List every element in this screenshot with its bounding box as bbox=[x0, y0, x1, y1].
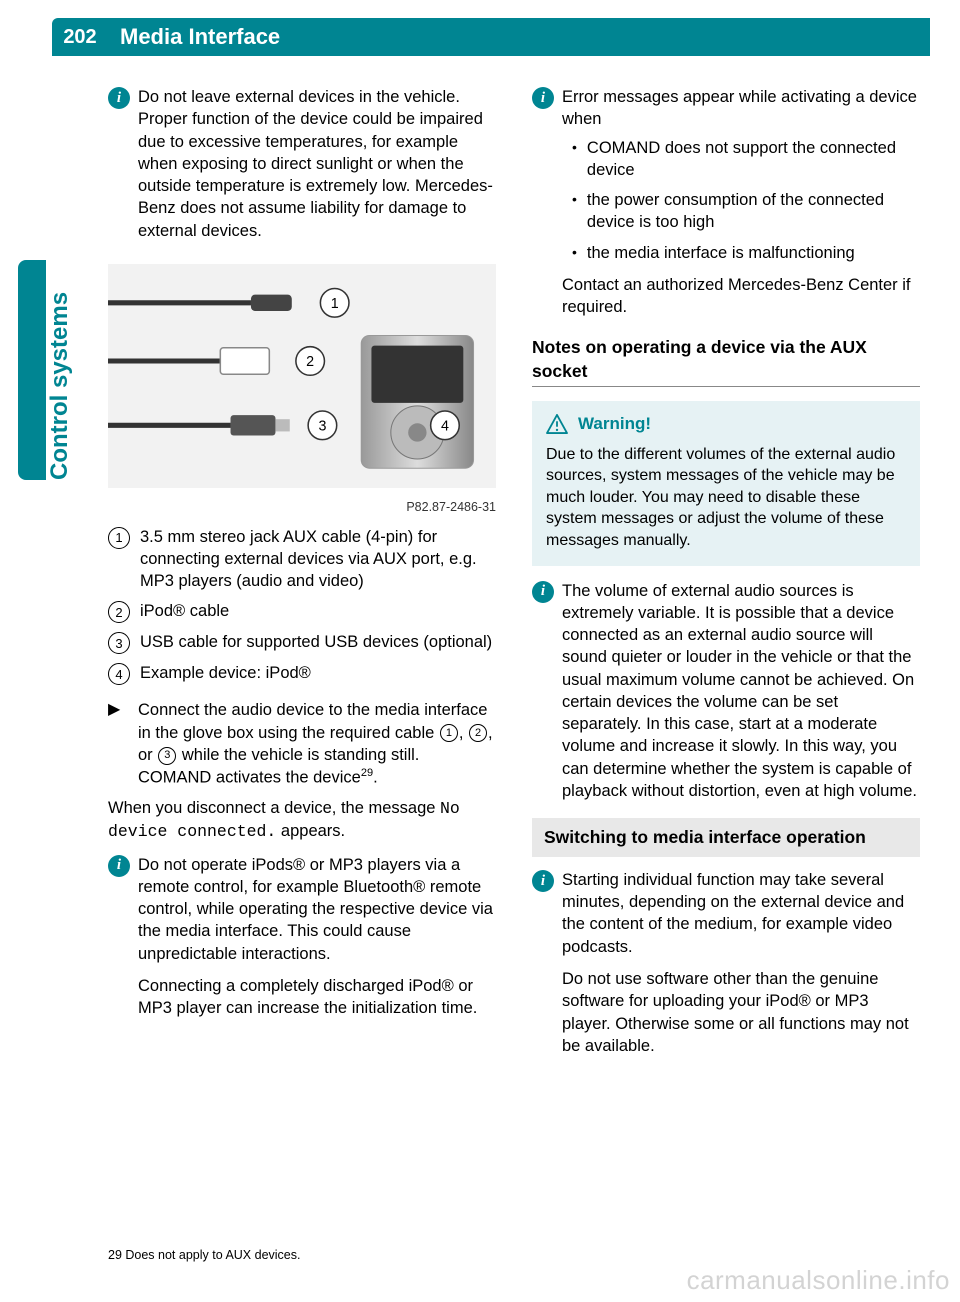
inline-marker-2: 2 bbox=[469, 724, 487, 742]
info-text-4: The volume of external audio sources is … bbox=[562, 580, 920, 803]
step-arrow-icon: ▶ bbox=[108, 699, 126, 789]
bullet-dot-icon: • bbox=[572, 242, 577, 264]
heading-aux-notes: Notes on operating a device via the AUX … bbox=[532, 336, 920, 383]
contact-text: Contact an authorized Mercedes-Benz Cent… bbox=[562, 274, 920, 319]
info-text-1: Do not leave external devices in the veh… bbox=[138, 86, 496, 242]
step-text-b: while the vehicle is standing still. bbox=[177, 746, 419, 764]
bullet-dot-icon: • bbox=[572, 137, 577, 182]
figure-caption: P82.87-2486-31 bbox=[108, 499, 496, 516]
step-sup: 29 bbox=[361, 767, 373, 779]
info-text-3: Error messages appear while activating a… bbox=[562, 86, 920, 318]
info-block-4: i The volume of external audio sources i… bbox=[532, 580, 920, 803]
marker-4: 4 bbox=[108, 663, 130, 685]
def-item-3: 3 USB cable for supported USB devices (o… bbox=[108, 631, 496, 654]
disconnect-b: appears. bbox=[276, 822, 345, 840]
bullet-2: •the power consumption of the connected … bbox=[562, 189, 920, 234]
cable-figure: 1 2 3 bbox=[108, 264, 496, 489]
marker-3: 3 bbox=[108, 632, 130, 654]
def-text-3: USB cable for supported USB devices (opt… bbox=[140, 631, 496, 654]
inline-marker-3: 3 bbox=[158, 747, 176, 765]
def-item-2: 2 iPod® cable bbox=[108, 600, 496, 623]
def-item-1: 1 3.5 mm stereo jack AUX cable (4-pin) f… bbox=[108, 526, 496, 593]
info-block-3: i Error messages appear while activating… bbox=[532, 86, 920, 318]
side-tab bbox=[18, 260, 46, 480]
info-text-2: Do not operate iPods® or MP3 players via… bbox=[138, 854, 496, 1030]
disconnect-note: When you disconnect a device, the messag… bbox=[108, 797, 496, 844]
step-text-c: COMAND activates the device bbox=[138, 769, 361, 787]
info-icon: i bbox=[532, 87, 554, 109]
info-icon: i bbox=[532, 870, 554, 892]
heading-divider bbox=[532, 386, 920, 387]
bullet-text-3: the media interface is malfunctioning bbox=[587, 242, 855, 264]
bullet-text-2: the power consumption of the connected d… bbox=[587, 189, 920, 234]
def-item-4: 4 Example device: iPod® bbox=[108, 662, 496, 685]
info-icon: i bbox=[108, 87, 130, 109]
bullet-3: • the media interface is malfunctioning bbox=[562, 242, 920, 264]
info2-p2: Connecting a completely discharged iPod®… bbox=[138, 975, 496, 1020]
svg-text:2: 2 bbox=[306, 354, 314, 370]
heading-switching: Switching to media interface operation bbox=[532, 818, 920, 857]
definition-list: 1 3.5 mm stereo jack AUX cable (4-pin) f… bbox=[108, 526, 496, 686]
svg-text:4: 4 bbox=[441, 418, 449, 434]
warning-box: Warning! Due to the different volumes of… bbox=[532, 401, 920, 566]
page: 202 Media Interface Control systems i Do… bbox=[0, 0, 960, 1302]
svg-text:1: 1 bbox=[331, 296, 339, 312]
watermark: carmanualsonline.info bbox=[687, 1265, 950, 1296]
step-text-a: Connect the audio device to the media in… bbox=[138, 701, 487, 741]
warning-triangle-icon bbox=[546, 414, 568, 434]
info-block-1: i Do not leave external devices in the v… bbox=[108, 86, 496, 242]
step-connect: ▶ Connect the audio device to the media … bbox=[108, 699, 496, 789]
svg-text:3: 3 bbox=[318, 418, 326, 434]
info-icon: i bbox=[108, 855, 130, 877]
info-icon: i bbox=[532, 581, 554, 603]
page-header: 202 Media Interface bbox=[0, 0, 960, 62]
page-number: 202 bbox=[52, 18, 108, 56]
info2-p1: Do not operate iPods® or MP3 players via… bbox=[138, 854, 496, 965]
info-block-5: i Starting individual function may take … bbox=[532, 869, 920, 1067]
info-block-2: i Do not operate iPods® or MP3 players v… bbox=[108, 854, 496, 1030]
bullet-dot-icon: • bbox=[572, 189, 577, 234]
bullet-text-1: COMAND does not support the connected de… bbox=[587, 137, 920, 182]
def-text-1: 3.5 mm stereo jack AUX cable (4-pin) for… bbox=[140, 526, 496, 593]
info3-lead: Error messages appear while activating a… bbox=[562, 86, 920, 131]
def-text-4: Example device: iPod® bbox=[140, 662, 496, 685]
warning-header: Warning! bbox=[546, 413, 906, 436]
warning-text: Due to the different volumes of the exte… bbox=[546, 444, 906, 552]
right-column: i Error messages appear while activating… bbox=[532, 86, 920, 1262]
content-area: i Do not leave external devices in the v… bbox=[108, 86, 920, 1262]
def-text-2: iPod® cable bbox=[140, 600, 496, 623]
page-title: Media Interface bbox=[108, 18, 930, 56]
side-section-label: Control systems bbox=[46, 292, 74, 480]
warning-title: Warning! bbox=[578, 413, 651, 436]
bullet-1: •COMAND does not support the connected d… bbox=[562, 137, 920, 182]
marker-1: 1 bbox=[108, 527, 130, 549]
footnote: 29 Does not apply to AUX devices. bbox=[108, 1248, 300, 1262]
info-text-5: Starting individual function may take se… bbox=[562, 869, 920, 1067]
info5-p1: Starting individual function may take se… bbox=[562, 869, 920, 958]
info5-p2: Do not use software other than the genui… bbox=[562, 968, 920, 1057]
step-text: Connect the audio device to the media in… bbox=[138, 699, 496, 789]
error-bullet-list: •COMAND does not support the connected d… bbox=[562, 137, 920, 264]
disconnect-a: When you disconnect a device, the messag… bbox=[108, 799, 440, 817]
inline-marker-1: 1 bbox=[440, 724, 458, 742]
marker-2: 2 bbox=[108, 601, 130, 623]
left-column: i Do not leave external devices in the v… bbox=[108, 86, 496, 1262]
